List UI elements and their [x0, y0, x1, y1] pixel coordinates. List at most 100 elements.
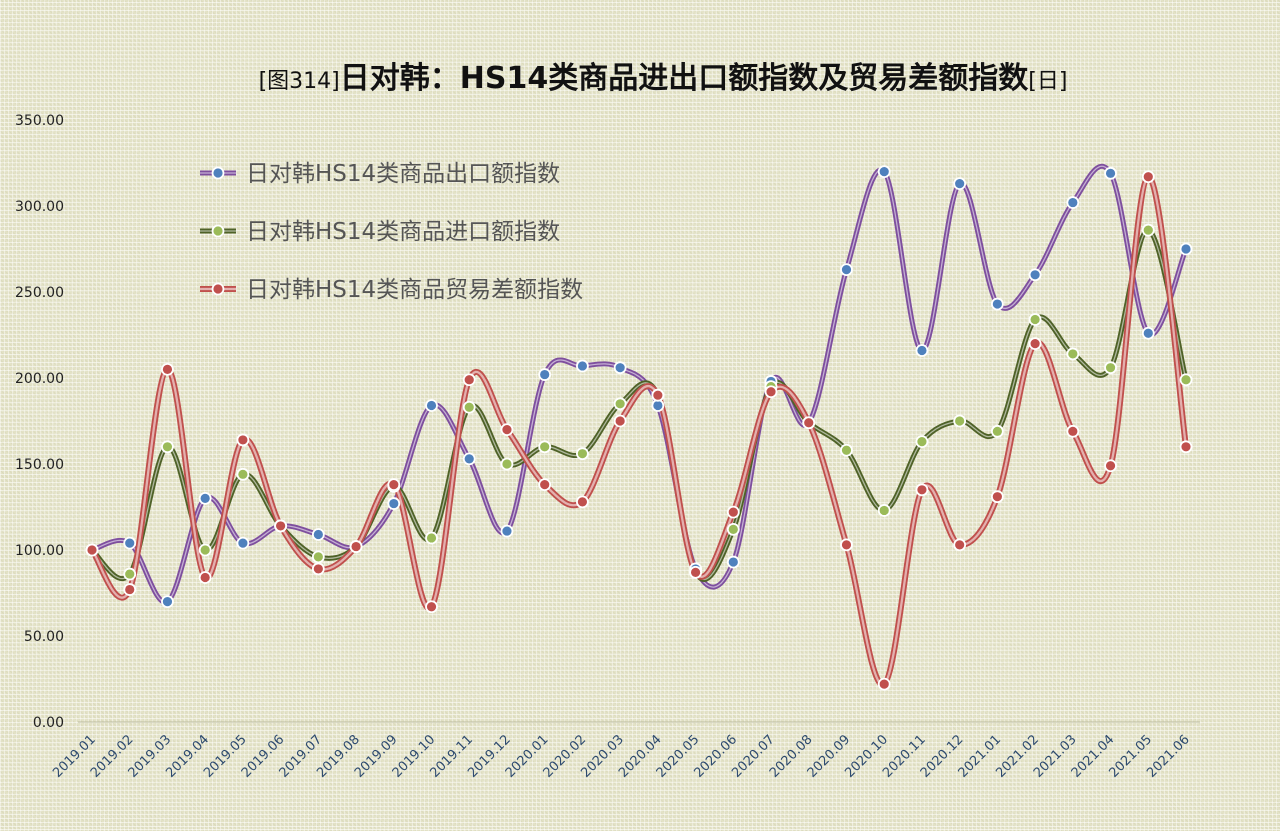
legend-swatch-marker-2: [211, 224, 225, 238]
series-3-point: [953, 538, 967, 552]
series-3-point: [726, 505, 740, 519]
legend: 日对韩HS14类商品出口额指数日对韩HS14类商品进口额指数日对韩HS14类商品…: [200, 161, 583, 303]
series-1-point: [1141, 326, 1155, 340]
series-1-point: [953, 177, 967, 191]
series-2-point: [576, 447, 589, 461]
series-1-point: [462, 452, 476, 466]
series-3-point: [349, 540, 363, 553]
legend-swatch-marker-3: [211, 282, 225, 296]
series-1-point: [990, 297, 1004, 311]
series-3-point: [85, 543, 99, 557]
chart-title-main: 日对韩：HS14类商品进出口额指数及贸易差额指数: [340, 61, 1029, 96]
legend-label-2: 日对韩HS14类商品进口额指数: [246, 219, 560, 245]
series-2-point: [953, 414, 967, 428]
chart-title: [图314]日对韩：HS14类商品进出口额指数及贸易差额指数[日]: [259, 61, 1068, 96]
series-2-point: [462, 400, 476, 414]
series-1-point: [915, 344, 929, 357]
series-3-point: [877, 677, 891, 691]
series-1-point: [387, 497, 401, 510]
series-1-point: [726, 555, 740, 569]
series-2-point: [1028, 313, 1042, 326]
series-2-point: [500, 457, 514, 471]
y-tick-label: 350.00: [15, 113, 64, 129]
series-2-point: [425, 531, 438, 545]
series-3-point: [802, 416, 816, 430]
series-2-point: [198, 543, 212, 557]
series-2-point: [538, 440, 552, 454]
series-1-point: [877, 165, 891, 179]
series-3-point: [462, 373, 476, 387]
y-tick-label: 300.00: [15, 199, 64, 215]
series-2-point: [726, 522, 740, 536]
series-1-point: [651, 399, 665, 412]
series-1-point: [425, 399, 438, 412]
series-3-point: [311, 562, 325, 576]
series-2-point: [1104, 361, 1117, 375]
series-2-point: [613, 397, 627, 411]
y-axis: 0.00 50.00 100.00 150.00 200.00 250.00 300.00 3…: [15, 113, 64, 731]
series-2-point: [236, 467, 250, 481]
legend-label-1: 日对韩HS14类商品出口额指数: [246, 161, 560, 187]
series-3-point: [651, 388, 665, 402]
series-2-point: [311, 550, 325, 564]
series-1-point: [123, 536, 137, 550]
y-tick-label: 150.00: [15, 457, 64, 473]
series-1-point: [236, 536, 250, 550]
series-2-point: [840, 443, 853, 457]
series-1-point: [1066, 196, 1080, 209]
chart-title-suffix: [日]: [1028, 69, 1067, 94]
series-3-point: [198, 571, 212, 584]
y-tick-label: 50.00: [24, 629, 64, 645]
series-3-point: [1104, 459, 1117, 473]
series-3-point: [236, 433, 250, 447]
chart-title-prefix: [图314]: [259, 69, 340, 94]
x-axis: 2019.012019.022019.032019.042019.052019.…: [50, 721, 1200, 781]
series-3-point: [1066, 424, 1080, 438]
series-1-point: [1104, 166, 1117, 180]
legend-label-3: 日对韩HS14类商品贸易差额指数: [246, 277, 583, 303]
series-2-point: [123, 567, 137, 581]
series-2-point: [1141, 223, 1155, 237]
series-3-point: [387, 478, 401, 492]
series-3-point: [1028, 337, 1042, 351]
series-1-point: [840, 263, 853, 277]
series-1-point: [1179, 242, 1193, 256]
series-2-point: [877, 504, 891, 517]
series-1-point: [1028, 268, 1042, 282]
series-2-point: [1179, 373, 1193, 387]
series-3-point: [613, 414, 627, 428]
series-1-point: [538, 368, 552, 381]
series-2-point: [990, 424, 1004, 438]
series-3-point: [915, 483, 929, 497]
series-markers: [85, 165, 1193, 691]
series-2-point: [1066, 347, 1080, 361]
series-1-point: [311, 528, 325, 541]
series-3-point: [689, 565, 702, 579]
series-2-point: [915, 435, 929, 449]
series-3-point: [500, 423, 514, 437]
series-line-outline-3: [89, 173, 1189, 688]
series-1-point: [576, 359, 589, 373]
series-3-point: [840, 538, 853, 552]
series-2-point: [161, 440, 174, 454]
y-tick-label: 200.00: [15, 371, 64, 387]
series-3-point: [538, 478, 552, 492]
series-1-point: [613, 361, 627, 375]
y-tick-label: 0.00: [33, 715, 64, 731]
series-3-point: [274, 519, 288, 533]
series-1-point: [198, 491, 212, 505]
series-3-point: [1179, 440, 1193, 454]
series-line-3: [91, 175, 1188, 686]
series-1-point: [500, 524, 514, 538]
series-3-point: [123, 583, 137, 596]
series-3-point: [990, 490, 1004, 504]
series-3-point: [425, 600, 438, 614]
series-3-point: [1141, 170, 1155, 184]
series-3-point: [161, 362, 174, 376]
series-3-point: [764, 385, 778, 399]
series-3-point: [576, 495, 589, 509]
series-1-point: [161, 595, 174, 608]
legend-swatch-marker-1: [211, 166, 225, 180]
